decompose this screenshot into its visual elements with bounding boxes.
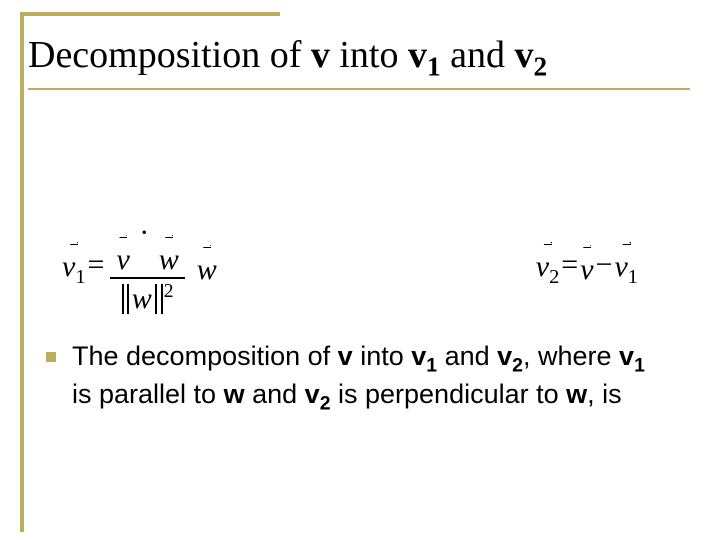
bt-v: v <box>338 341 353 371</box>
slide: Decomposition of v into v1 and v2 ⇀ v1 =… <box>0 0 720 540</box>
title-mid2: and <box>441 34 515 76</box>
sym-v: v <box>62 250 75 283</box>
bt-w: w <box>224 379 245 409</box>
fraction: ⇀ v · ⇀ w w 2 <box>110 216 184 315</box>
title-v2: v <box>515 34 534 76</box>
title-container: Decomposition of v into v1 and v2 <box>28 34 690 83</box>
bt-6: and <box>245 379 305 409</box>
sym-sub1: 1 <box>75 266 85 288</box>
formula-v2: ⇀ v2 = ⇀ v − ⇀ v1 <box>534 242 640 287</box>
eq-sign-2: = <box>561 248 578 282</box>
sym-v-right: v <box>580 255 593 285</box>
bt-2: into <box>353 341 412 371</box>
title-sub1: 1 <box>427 52 441 82</box>
bt-wb: w <box>566 379 587 409</box>
sym-w-den: w <box>132 282 152 315</box>
title-sub2: 2 <box>534 52 548 82</box>
bt-1: The decomposition of <box>72 341 338 371</box>
vector-w-num: ⇀ w <box>159 235 179 275</box>
title-v1: v <box>408 34 427 76</box>
vector-w-trail: ⇀ w <box>197 245 217 285</box>
minus-sign: − <box>596 248 613 282</box>
fraction-denominator: w 2 <box>118 281 178 315</box>
bt-v1b: v <box>619 341 634 371</box>
bullet-icon <box>46 352 56 362</box>
sym-w-trail: w <box>197 255 217 285</box>
vector-v1-right: ⇀ v1 <box>614 242 638 287</box>
sym-v2: v <box>536 250 549 283</box>
body-bullet-row: The decomposition of v into v1 and v2, w… <box>46 340 670 415</box>
title-v: v <box>311 34 330 76</box>
bt-v2: v <box>497 341 512 371</box>
bt-s2b: 2 <box>320 392 331 414</box>
vector-v-right: ⇀ v <box>580 245 593 285</box>
border-left-accent <box>20 12 24 532</box>
norm-inner: w <box>127 284 157 314</box>
slide-title: Decomposition of v into v1 and v2 <box>28 34 690 83</box>
sym-v-num: v <box>116 245 129 275</box>
norm-open: w <box>122 284 163 314</box>
vector-v-num: ⇀ v <box>116 235 129 275</box>
bt-s1: 1 <box>426 354 437 376</box>
vector-v2: ⇀ v2 <box>536 242 560 287</box>
sym-v1-right: v <box>614 250 627 283</box>
bt-s2: 2 <box>512 354 523 376</box>
border-top-accent <box>20 12 280 16</box>
sym-w-num: w <box>159 245 179 275</box>
sym-sup2: 2 <box>164 281 174 302</box>
bt-7: is perpendicular to <box>331 379 567 409</box>
formula-row: ⇀ v1 = ⇀ v · ⇀ w <box>60 200 680 330</box>
bt-8: , is <box>587 379 622 409</box>
eq-sign: = <box>88 248 105 282</box>
title-underline <box>28 88 690 90</box>
sym-sub2: 2 <box>549 266 559 288</box>
dot-operator: · <box>139 216 149 249</box>
bt-v1: v <box>411 341 426 371</box>
bt-v2b: v <box>305 379 320 409</box>
bt-4: , where <box>523 341 619 371</box>
body-text: The decomposition of v into v1 and v2, w… <box>72 340 670 415</box>
bt-s1b: 1 <box>634 354 645 376</box>
fraction-bar <box>110 277 184 279</box>
bt-3: and <box>437 341 497 371</box>
title-text-prefix: Decomposition of <box>28 34 311 76</box>
fraction-numerator: ⇀ v · ⇀ w <box>110 216 184 275</box>
sym-sub1-right: 1 <box>628 266 638 288</box>
title-mid1: into <box>330 34 408 76</box>
vector-v1: ⇀ v1 <box>62 242 86 287</box>
bt-5: is parallel to <box>72 379 224 409</box>
formula-v1: ⇀ v1 = ⇀ v · ⇀ w <box>60 216 219 315</box>
